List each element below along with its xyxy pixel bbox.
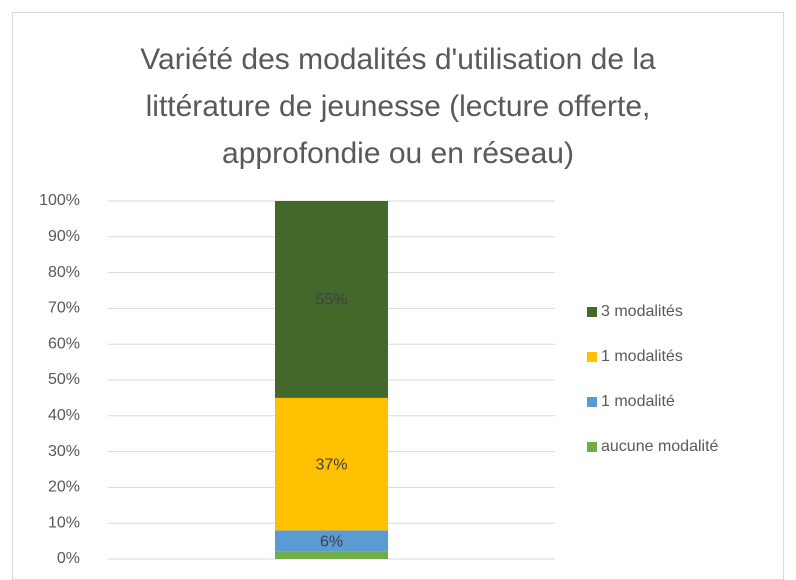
legend-label: 3 modalités	[601, 303, 683, 320]
legend-swatch	[587, 442, 597, 452]
y-tick-label: 0%	[57, 550, 80, 567]
y-tick-label: 30%	[48, 443, 80, 460]
y-tick-label: 40%	[48, 407, 80, 424]
y-tick-label: 90%	[48, 228, 80, 245]
legend-swatch	[587, 397, 597, 407]
legend-swatch	[587, 352, 597, 362]
y-tick-label: 80%	[48, 264, 80, 281]
y-tick-label: 20%	[48, 479, 80, 496]
legend-label: aucune modalité	[601, 438, 719, 455]
legend-label: 1 modalité	[601, 393, 675, 410]
y-tick-label: 100%	[39, 192, 80, 209]
chart-title: Variété des modalités d'utilisation de l…	[140, 43, 656, 170]
data-label: 55%	[315, 292, 347, 309]
data-label: 37%	[315, 456, 347, 473]
legend-label: 1 modalités	[601, 348, 683, 365]
y-tick-label: 10%	[48, 514, 80, 531]
bar-segment	[275, 201, 388, 398]
y-tick-label: 50%	[48, 371, 80, 388]
legend-swatch	[587, 307, 597, 317]
bar-segment	[275, 530, 388, 552]
bar-segment	[275, 551, 388, 559]
y-tick-label: 70%	[48, 300, 80, 317]
y-tick-label: 60%	[48, 335, 80, 352]
data-label: 6%	[320, 533, 343, 550]
bar-segment	[275, 397, 388, 531]
